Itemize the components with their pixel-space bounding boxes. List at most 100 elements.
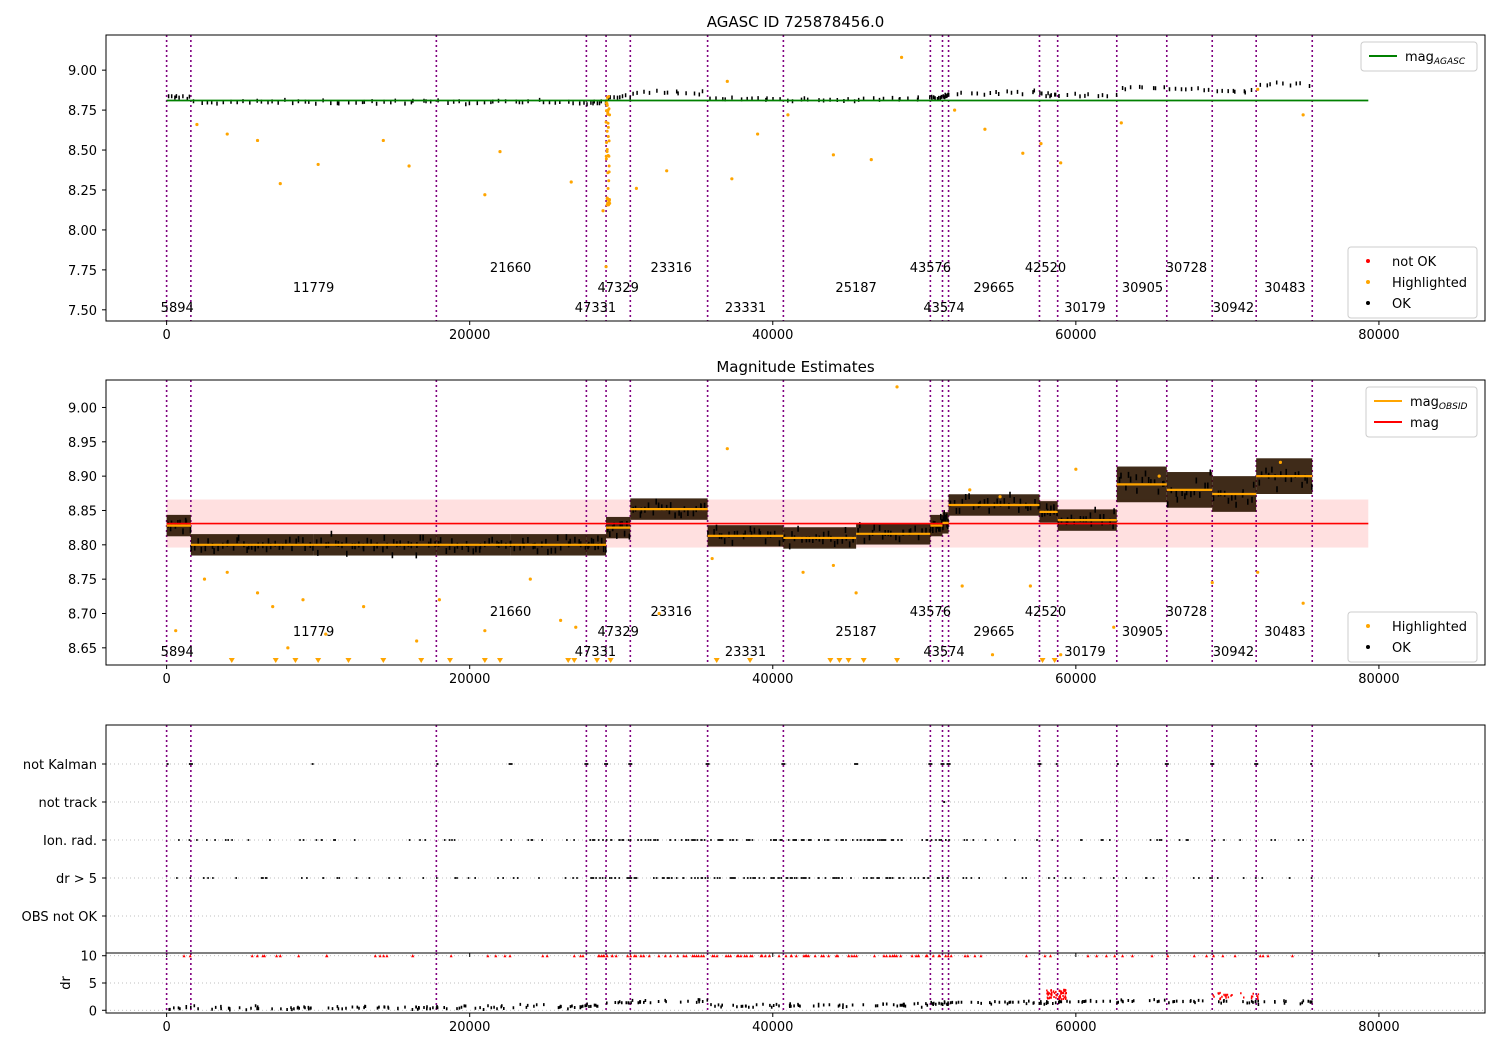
highlighted-point xyxy=(483,629,487,633)
panel-dr: 0 20000 40000 60000 80000 0 5 10 dr xyxy=(59,950,1486,1035)
y-tick-label: 8.85 xyxy=(68,504,97,519)
ok-points xyxy=(167,80,1311,107)
highlighted-point xyxy=(801,570,805,574)
highlighted-point xyxy=(604,101,608,105)
y-tick-label: 8.50 xyxy=(68,144,97,159)
highlighted-point xyxy=(606,186,610,190)
legend-label-text: not OK xyxy=(1392,255,1437,270)
y-tick-label: 10 xyxy=(80,950,97,965)
x-tick-label: 20000 xyxy=(449,1020,490,1035)
highlighted-point xyxy=(1256,87,1260,91)
highlighted-point xyxy=(362,605,366,609)
highlighted-point xyxy=(1256,570,1260,574)
y-tick-label: 5 xyxy=(89,977,97,992)
legend-label: Highlighted xyxy=(1392,620,1467,635)
x-tick-label: 0 xyxy=(162,672,170,687)
highlighted-point xyxy=(278,181,282,186)
x-tick-label: 40000 xyxy=(752,672,793,687)
obsid-label: 23331 xyxy=(725,301,766,316)
obsid-label: 47329 xyxy=(598,625,639,640)
highlighted-point xyxy=(569,180,573,184)
highlighted-point xyxy=(786,113,790,117)
obsid-label: 30942 xyxy=(1213,645,1254,660)
highlighted-point xyxy=(604,157,608,161)
out-of-range-marker xyxy=(272,658,279,663)
highlighted-point xyxy=(730,177,734,181)
legend-label-text: mag xyxy=(1410,416,1439,431)
obsid-label: 25187 xyxy=(835,625,876,640)
out-of-range-marker xyxy=(607,658,614,663)
legend-label: OK xyxy=(1392,641,1411,656)
highlighted-point xyxy=(606,198,610,202)
legend-label-text: OK xyxy=(1392,641,1411,656)
highlighted-point xyxy=(437,598,441,602)
legend-label: not OK xyxy=(1392,255,1437,270)
highlighted-point xyxy=(604,120,608,124)
obsid-label: 23331 xyxy=(725,645,766,660)
obsid-label: 23316 xyxy=(651,261,692,276)
highlighted-point xyxy=(381,138,385,143)
axes-title: Magnitude Estimates xyxy=(716,358,874,376)
highlighted-point xyxy=(324,632,328,636)
y-tick-label: 8.65 xyxy=(68,642,97,657)
highlighted-point xyxy=(528,577,532,581)
y-axis-label: dr xyxy=(59,976,74,990)
obsid-label: 42520 xyxy=(1025,261,1066,276)
obsid-label: 43574 xyxy=(923,645,964,660)
out-of-range-marker xyxy=(345,658,352,663)
highlighted-point xyxy=(415,639,419,643)
out-of-range-marker xyxy=(571,658,578,663)
y-tick-label: 8.95 xyxy=(68,436,97,451)
highlighted-point xyxy=(895,385,899,389)
out-of-range-marker xyxy=(228,658,235,663)
highlighted-point xyxy=(831,563,835,568)
highlighted-point xyxy=(968,488,972,492)
out-of-range-marker xyxy=(292,658,299,663)
panel-dr-plot-area xyxy=(106,953,1485,1013)
obsid-label: 23316 xyxy=(651,605,692,620)
panel-flags: not Kalman not track Ion. rad. dr > 5 OBS no… xyxy=(22,724,1486,957)
y-tick-label: 8.90 xyxy=(68,470,97,485)
x-tick-label: 40000 xyxy=(752,328,793,343)
obsid-label: 30179 xyxy=(1064,645,1105,660)
flag-category-label: not Kalman xyxy=(23,758,97,773)
legend-box xyxy=(1365,386,1478,438)
obsid-label: 5894 xyxy=(161,301,194,316)
x-tick-label: 80000 xyxy=(1358,672,1399,687)
axes-frame-2 xyxy=(105,724,1486,954)
y-tick-label: 9.00 xyxy=(68,401,97,416)
obsid-label: 30905 xyxy=(1122,281,1163,296)
axes-frame-0 xyxy=(105,34,1486,322)
out-of-range-marker xyxy=(860,658,867,663)
flag-category-label: not track xyxy=(38,796,97,811)
highlighted-point xyxy=(255,138,260,143)
highlighted-point xyxy=(756,132,760,136)
highlighted-point xyxy=(606,201,610,205)
obsid-label: 21660 xyxy=(490,605,531,620)
highlighted-point xyxy=(225,570,229,574)
highlighted-point xyxy=(498,150,502,154)
legend-box xyxy=(1347,611,1478,663)
highlighted-point xyxy=(1021,151,1025,155)
out-of-range-marker xyxy=(418,658,425,663)
highlighted-point xyxy=(607,179,611,183)
highlighted-point xyxy=(960,584,964,588)
panel-mag-plot-area: 5894 11779 21660 47331 47329 23316 23331 25187 4… xyxy=(161,380,1369,665)
legend-dot-swatch xyxy=(1366,645,1370,649)
obsid-label: 25187 xyxy=(835,281,876,296)
highlighted-point xyxy=(1278,460,1283,465)
axes-frame-1 xyxy=(105,379,1486,666)
x-tick-label: 80000 xyxy=(1358,328,1399,343)
obsid-label: 30179 xyxy=(1064,301,1105,316)
legend-label-subscript: AGASC xyxy=(1433,57,1466,67)
y-tick-label: 8.80 xyxy=(68,539,97,554)
highlighted-point xyxy=(1074,467,1078,471)
highlighted-point xyxy=(606,153,610,157)
highlighted-point xyxy=(606,171,610,175)
obsid-label: 11779 xyxy=(293,281,334,296)
highlighted-point xyxy=(990,653,995,657)
highlighted-point xyxy=(202,577,207,581)
dr-clipped-markers xyxy=(182,954,1294,958)
x-tick-label: 60000 xyxy=(1055,672,1096,687)
highlighted-point xyxy=(316,162,320,167)
